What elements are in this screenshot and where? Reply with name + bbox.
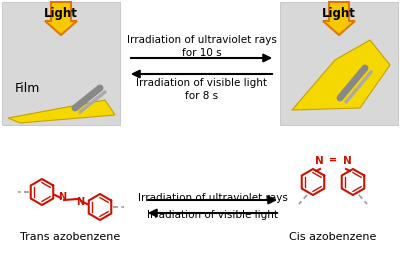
Text: Cis azobenzene: Cis azobenzene [289,232,377,242]
Text: N: N [58,192,66,202]
Polygon shape [8,100,115,123]
Text: Light: Light [44,8,78,21]
Text: Irradiation of ultraviolet rays: Irradiation of ultraviolet rays [138,193,288,203]
Polygon shape [323,2,355,35]
Text: Light: Light [322,8,356,21]
Text: Film: Film [15,81,40,94]
Text: Irradiation of ultraviolet rays
for 10 s: Irradiation of ultraviolet rays for 10 s [126,35,276,58]
Text: N: N [315,156,323,166]
Text: =: = [329,155,337,165]
Bar [2,2,120,125]
Text: N: N [76,197,84,207]
Text: Irradiation of visible light
for 8 s: Irradiation of visible light for 8 s [136,78,267,101]
Bar [280,2,398,125]
Polygon shape [45,2,77,35]
Text: Irradiation of visible light: Irradiation of visible light [147,210,278,220]
Text: N: N [343,156,351,166]
Text: Trans azobenzene: Trans azobenzene [20,232,120,242]
Polygon shape [292,40,390,110]
